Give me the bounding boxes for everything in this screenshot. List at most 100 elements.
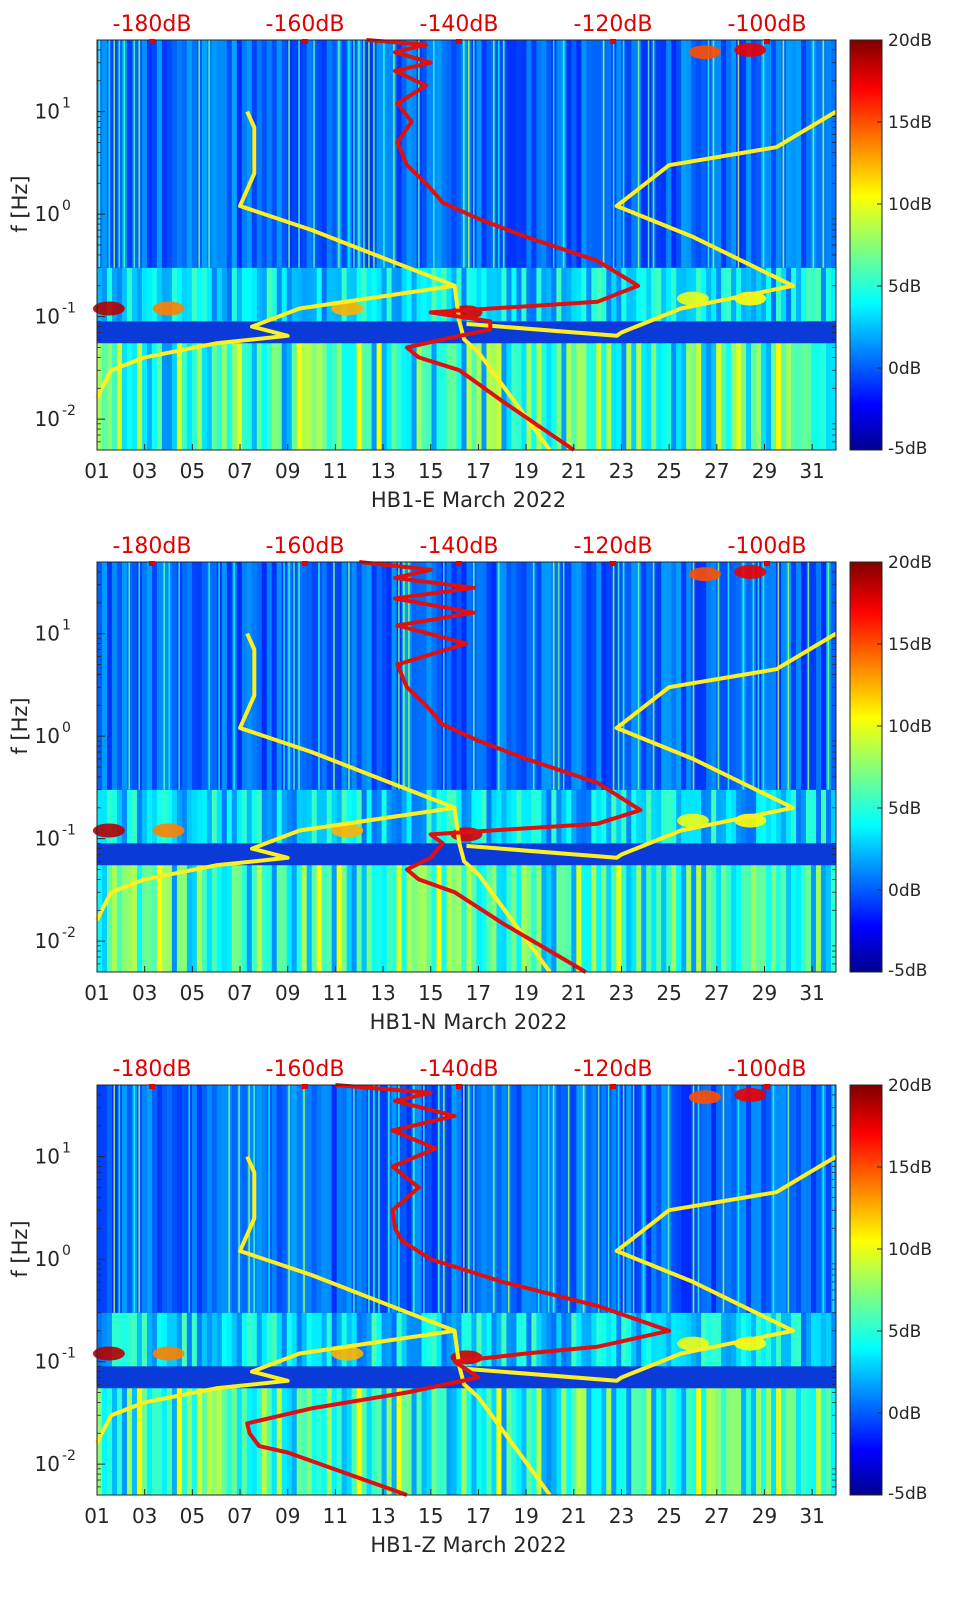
spectrogram-heatmap [92, 1085, 837, 1495]
x-tick-label: 23 [609, 1504, 634, 1528]
y-tick-exponent: -2 [62, 1448, 76, 1464]
db-marker [764, 39, 770, 44]
spectrogram-heatmap [92, 562, 837, 972]
db-marker [149, 561, 155, 566]
x-tick-label: 01 [84, 981, 109, 1005]
series-line-0 [238, 1155, 552, 1497]
y-axis-title: f [Hz] [8, 175, 32, 232]
series-line-2 [466, 109, 838, 338]
db-marker [149, 39, 155, 44]
series-line-0 [238, 110, 552, 452]
x-tick-label: 15 [418, 459, 443, 483]
db-marker [302, 39, 308, 44]
x-tick-label: 29 [752, 981, 777, 1005]
x-tick-label: 15 [418, 981, 443, 1005]
colorbar-tick-label: 0dB [888, 881, 921, 901]
colorbar-tick-label: 20dB [888, 1076, 932, 1096]
x-tick-label: 15 [418, 1504, 443, 1528]
db-marker [610, 39, 616, 44]
x-tick-label: 11 [323, 981, 348, 1005]
colorbar [849, 561, 883, 973]
db-marker [456, 1084, 462, 1089]
x-axis-title: HB1-N March 2022 [370, 1010, 568, 1034]
colorbar-tick-label: 20dB [888, 553, 932, 573]
x-tick-label: 23 [609, 981, 634, 1005]
db-marker [302, 1084, 308, 1089]
y-tick-exponent: 1 [62, 618, 71, 634]
x-tick-label: 07 [227, 1504, 252, 1528]
x-tick-label: 31 [799, 459, 824, 483]
x-tick-label: 17 [466, 981, 491, 1005]
series-line-1 [95, 1328, 455, 1445]
y-axis-title: f [Hz] [8, 697, 32, 754]
x-tick-label: 31 [799, 1504, 824, 1528]
db-marker [456, 39, 462, 44]
x-tick-label: 13 [370, 459, 395, 483]
x-tick-label: 01 [84, 459, 109, 483]
colorbar-tick-label: 15dB [888, 113, 932, 133]
x-tick-label: 09 [275, 981, 300, 1005]
y-tick-exponent: -2 [62, 925, 76, 941]
db-scale-label: -120dB [574, 534, 653, 559]
series-line-3 [366, 38, 641, 452]
db-scale-label: -160dB [266, 534, 345, 559]
y-tick-label: 10 [35, 1247, 60, 1271]
y-tick-exponent: 1 [62, 1141, 71, 1157]
x-tick-label: 09 [275, 459, 300, 483]
x-tick-label: 19 [513, 1504, 538, 1528]
y-tick-exponent: 0 [62, 720, 71, 736]
db-marker [764, 561, 770, 566]
db-scale-label: -180dB [113, 1057, 192, 1082]
y-tick-exponent: -1 [62, 1346, 76, 1362]
x-tick-label: 21 [561, 459, 586, 483]
y-tick-label: 10 [35, 100, 60, 124]
x-tick-label: 03 [132, 981, 157, 1005]
x-tick-label: 29 [752, 459, 777, 483]
x-tick-label: 25 [656, 981, 681, 1005]
x-tick-label: 13 [370, 981, 395, 1005]
db-scale-label: -180dB [113, 12, 192, 37]
x-axis-title: HB1-E March 2022 [371, 488, 566, 512]
colorbar-tick-label: 0dB [888, 1404, 921, 1424]
spectrogram-heatmap [92, 40, 837, 450]
colorbar-tick-label: 15dB [888, 1158, 932, 1178]
db-scale-label: -160dB [266, 1057, 345, 1082]
y-tick-label: 10 [35, 1145, 60, 1169]
x-tick-label: 13 [370, 1504, 395, 1528]
db-marker [456, 561, 462, 566]
x-axis-title: HB1-Z March 2022 [370, 1533, 566, 1557]
colorbar [849, 39, 883, 451]
colorbar-tick-label: 5dB [888, 277, 921, 297]
colorbar-tick-label: 15dB [888, 635, 932, 655]
x-tick-label: 23 [609, 459, 634, 483]
series-line-2 [466, 1154, 838, 1383]
x-tick-label: 31 [799, 981, 824, 1005]
colorbar-tick-label: -5dB [888, 439, 927, 459]
db-scale-label: -100dB [728, 1057, 807, 1082]
y-tick-label: 10 [35, 305, 60, 329]
db-marker [610, 1084, 616, 1089]
x-tick-label: 17 [466, 1504, 491, 1528]
x-tick-label: 05 [180, 1504, 205, 1528]
colorbar-tick-label: 20dB [888, 31, 932, 51]
colorbar-tick-label: 5dB [888, 1322, 921, 1342]
x-tick-label: 27 [704, 1504, 729, 1528]
db-marker [302, 561, 308, 566]
colorbar-tick-label: 5dB [888, 799, 921, 819]
x-tick-label: 07 [227, 459, 252, 483]
x-tick-label: 09 [275, 1504, 300, 1528]
y-tick-label: 10 [35, 929, 60, 953]
db-scale-label: -120dB [574, 1057, 653, 1082]
x-tick-label: 17 [466, 459, 491, 483]
x-tick-label: 25 [656, 459, 681, 483]
db-scale-label: -140dB [420, 534, 499, 559]
x-tick-label: 05 [180, 459, 205, 483]
y-tick-label: 10 [35, 1350, 60, 1374]
y-tick-label: 10 [35, 622, 60, 646]
colorbar-tick-label: 0dB [888, 359, 921, 379]
x-tick-label: 21 [561, 981, 586, 1005]
x-tick-label: 21 [561, 1504, 586, 1528]
